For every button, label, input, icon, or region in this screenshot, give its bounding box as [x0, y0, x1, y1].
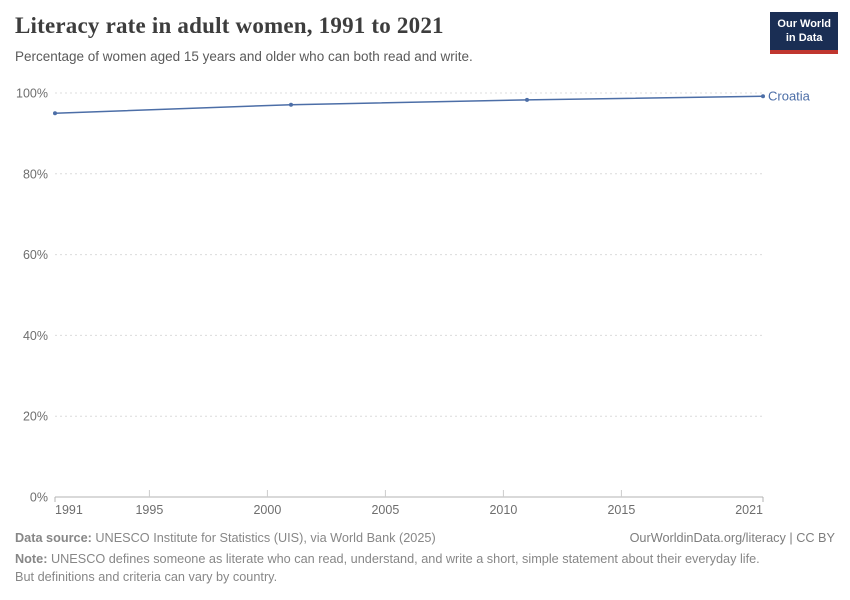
- data-point-marker: [289, 102, 293, 107]
- chart-note: Note: UNESCO defines someone as literate…: [15, 550, 773, 586]
- x-tick-label: 1991: [55, 503, 83, 517]
- x-tick-label: 2000: [253, 503, 281, 517]
- data-point-marker: [53, 111, 57, 116]
- x-tick-label: 2005: [371, 503, 399, 517]
- owid-logo-line1: Our World: [777, 18, 831, 30]
- series-line-croatia: [54, 95, 764, 114]
- data-source: Data source: UNESCO Institute for Statis…: [15, 531, 436, 545]
- y-tick-label: 80%: [23, 167, 48, 181]
- data-point-marker: [761, 94, 765, 99]
- data-source-label: Data source:: [15, 531, 92, 545]
- x-tick-label: 2015: [607, 503, 635, 517]
- y-tick-label: 40%: [23, 329, 48, 343]
- y-tick-label: 0%: [30, 491, 48, 505]
- x-tick-label: 2021: [735, 503, 763, 517]
- note-label: Note:: [15, 552, 48, 566]
- note-text: UNESCO defines someone as literate who c…: [15, 552, 760, 585]
- x-tick-label: 2010: [489, 503, 517, 517]
- chart-area: 0% 20% 40% 60% 80% 100% 1991 1995 2000 2005 2010 20…: [0, 75, 850, 525]
- chart-footer: Data source: UNESCO Institute for Statis…: [15, 531, 835, 586]
- x-tick-label: 1995: [135, 503, 163, 517]
- owid-license-link[interactable]: OurWorldinData.org/literacy | CC BY: [629, 531, 835, 545]
- data-point-marker: [525, 97, 529, 102]
- y-tick-label: 100%: [16, 87, 48, 101]
- entity-label-croatia: Croatia: [768, 89, 811, 104]
- page-title: Literacy rate in adult women, 1991 to 20…: [15, 13, 444, 38]
- owid-logo-line2: in Data: [785, 32, 823, 45]
- y-tick-label: 20%: [23, 410, 48, 424]
- data-source-text: UNESCO Institute for Statistics (UIS), v…: [91, 531, 436, 545]
- owid-logo: Our World in Data: [770, 12, 838, 54]
- chart-svg: 0% 20% 40% 60% 80% 100% 1991 1995 2000 2005 2010 20…: [16, 87, 811, 518]
- chart-subtitle: Percentage of women aged 15 years and ol…: [15, 49, 473, 64]
- y-tick-label: 60%: [23, 248, 48, 262]
